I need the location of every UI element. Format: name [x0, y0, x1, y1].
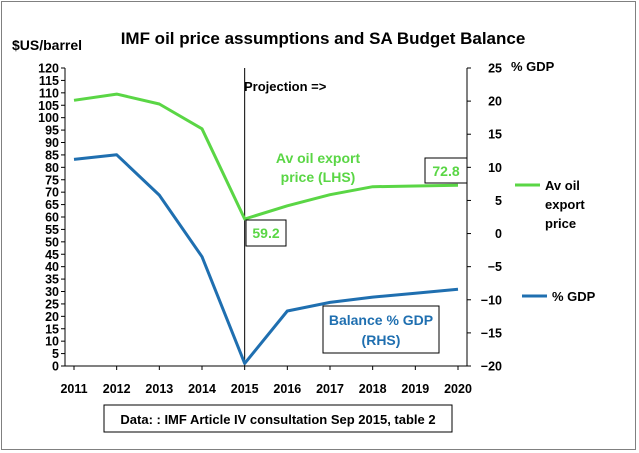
left-tick-label: 75 — [45, 173, 59, 187]
oil-annotation-line2: price (LHS) — [281, 169, 356, 185]
legend-oil-label-line2: export — [545, 197, 585, 212]
oil-annotation-line1: Av oil export — [276, 150, 361, 166]
left-tick-label: 85 — [45, 148, 59, 162]
legend-gdp-label: % GDP — [552, 289, 596, 304]
right-tick-label: 10 — [488, 161, 502, 175]
right-tick-label: −5 — [488, 260, 502, 274]
axes — [61, 67, 471, 370]
x-tick-label: 2018 — [359, 382, 387, 396]
tick-labels: 0510152025303540455055606570758085909510… — [38, 62, 502, 397]
x-tick-label: 2012 — [103, 382, 131, 396]
left-tick-label: 15 — [45, 322, 59, 336]
oil-value-2020-box — [424, 157, 468, 184]
left-tick-label: 50 — [45, 235, 59, 249]
x-tick-label: 2013 — [145, 382, 173, 396]
left-tick-label: 60 — [45, 211, 59, 225]
legend-oil-label-line3: price — [545, 216, 576, 231]
right-tick-label: 20 — [488, 95, 502, 109]
oil-value-2015: 59.2 — [252, 225, 279, 241]
left-tick-label: 10 — [45, 335, 59, 349]
left-tick-label: 80 — [45, 161, 59, 175]
left-tick-label: 35 — [45, 273, 59, 287]
left-tick-label: 0 — [52, 360, 59, 374]
left-tick-label: 100 — [38, 111, 59, 125]
right-tick-label: 15 — [488, 128, 502, 142]
left-tick-label: 30 — [45, 285, 59, 299]
left-tick-label: 95 — [45, 124, 59, 138]
chart-title: IMF oil price assumptions and SA Budget … — [121, 29, 526, 48]
left-tick-label: 45 — [45, 248, 59, 262]
legend-oil-label-line1: Av oil — [545, 178, 580, 193]
right-tick-label: −15 — [481, 326, 502, 340]
balance-annotation-box — [322, 305, 440, 354]
left-tick-label: 65 — [45, 198, 59, 212]
left-tick-label: 105 — [38, 99, 59, 113]
left-tick-label: 110 — [39, 86, 59, 100]
right-tick-label: 0 — [495, 227, 502, 241]
series-oil-price-line — [73, 92, 459, 221]
source-note: Data: : IMF Article IV consultation Sep … — [120, 412, 435, 427]
x-tick-label: 2014 — [188, 382, 216, 396]
left-tick-label: 55 — [45, 223, 59, 237]
balance-annotation-line1: Balance % GDP — [329, 312, 433, 328]
left-tick-label: 115 — [39, 74, 59, 88]
left-tick-label: 25 — [45, 297, 59, 311]
oil-value-2015-box — [245, 219, 287, 247]
left-tick-label: 90 — [45, 136, 59, 150]
right-tick-label: 5 — [495, 194, 502, 208]
source-box — [103, 404, 453, 433]
x-tick-label: 2020 — [444, 382, 472, 396]
balance-annotation-line2: (RHS) — [362, 332, 401, 348]
projection-label: Projection => — [244, 79, 327, 94]
oil-value-2020: 72.8 — [432, 163, 459, 179]
x-tick-label: 2019 — [401, 382, 429, 396]
series-layer — [73, 92, 459, 365]
left-tick-label: 70 — [45, 186, 59, 200]
x-tick-label: 2016 — [273, 382, 301, 396]
left-tick-label: 40 — [45, 260, 59, 274]
right-axis-label: % GDP — [511, 59, 555, 74]
right-tick-label: −10 — [481, 293, 502, 307]
left-tick-label: 120 — [38, 62, 59, 76]
x-tick-label: 2011 — [60, 382, 87, 396]
left-axis-label: $US/barrel — [12, 37, 82, 53]
left-tick-label: 5 — [52, 347, 59, 361]
left-tick-label: 20 — [45, 310, 59, 324]
x-tick-label: 2017 — [316, 382, 344, 396]
right-tick-label: 25 — [488, 62, 502, 76]
right-tick-label: −20 — [481, 360, 502, 374]
series-gdp-balance-line — [73, 153, 459, 365]
x-tick-label: 2015 — [231, 382, 259, 396]
